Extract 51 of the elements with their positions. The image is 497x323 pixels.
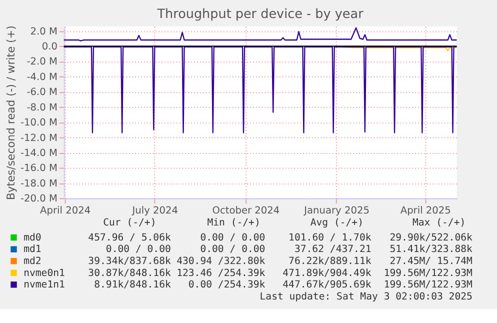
text: 457.96 / 5.06k [88, 232, 171, 244]
text: Min (-/+) [207, 218, 260, 229]
text: 0.00 / 0.00 [106, 244, 171, 256]
text: 27.45M/ 15.74M [390, 256, 473, 268]
text: 51.41k/323.88k [390, 244, 473, 256]
x-tick-label: April 2024 [40, 205, 91, 216]
text: Cur (-/+) [103, 218, 156, 229]
legend-label: md0 [24, 232, 42, 244]
x-tick-label: April 2025 [400, 205, 451, 216]
y-axis-title: Bytes/second read (-) / write (+) [4, 26, 18, 200]
legend-label: md2 [24, 256, 42, 268]
chart-title: Throughput per device - by year [156, 7, 364, 22]
legend-label: nvme0n1 [24, 268, 66, 279]
text: 471.89k/904.49k [282, 268, 372, 279]
text: 101.60 / 1.70k [288, 232, 372, 244]
x-tick-label: July 2024 [131, 205, 178, 216]
x-tick-label: October 2024 [212, 205, 280, 216]
line-series [63, 27, 458, 42]
text: 0.00 / 0.00 [200, 232, 266, 244]
text: 447.67k/905.69k [282, 280, 372, 291]
y-tick-label: -10.0 M [20, 118, 58, 129]
y-tick-label: -18.0 M [20, 178, 58, 190]
text: 430.94 /322.80k [176, 256, 266, 268]
y-tick-label: 0.0 [42, 42, 58, 53]
text: 199.56M/122.93M [384, 268, 473, 279]
y-tick-label: -12.0 M [20, 132, 58, 144]
text: 29.90k/522.06k [390, 232, 473, 244]
text: 0.00 /254.39k [188, 280, 266, 291]
text: Avg (-/+) [310, 218, 364, 229]
text: 0.00 / 0.00 [200, 244, 266, 256]
y-tick-label: 2.0 M [30, 26, 58, 38]
text: 76.22k/889.11k [288, 256, 372, 268]
text: 199.56M/122.93M [384, 280, 473, 291]
y-tick-label: -14.0 M [20, 148, 58, 160]
text: 123.46 /254.39k [176, 268, 266, 279]
y-tick-label: -4.0 M [26, 72, 58, 83]
text: Last update: Sat May 3 02:00:03 2025 [260, 291, 473, 302]
x-tick-label: January 2025 [303, 205, 370, 216]
text: 37.62 /437.21 [294, 244, 372, 256]
y-tick-label: -20.0 M [20, 194, 58, 205]
y-tick-label: -8.0 M [26, 102, 58, 114]
text: 39.34k/837.68k [88, 256, 171, 268]
line-series [63, 46, 458, 134]
text: 8.91k/848.16k [94, 280, 171, 291]
y-tick-label: -2.0 M [26, 56, 58, 68]
text: 30.87k/848.16k [88, 268, 171, 279]
y-tick-label: -6.0 M [26, 87, 58, 98]
y-tick-label: -16.0 M [20, 163, 58, 174]
text: Max (-/+) [412, 218, 466, 229]
legend-label: md1 [24, 244, 42, 256]
legend-label: nvme1n1 [24, 280, 66, 291]
